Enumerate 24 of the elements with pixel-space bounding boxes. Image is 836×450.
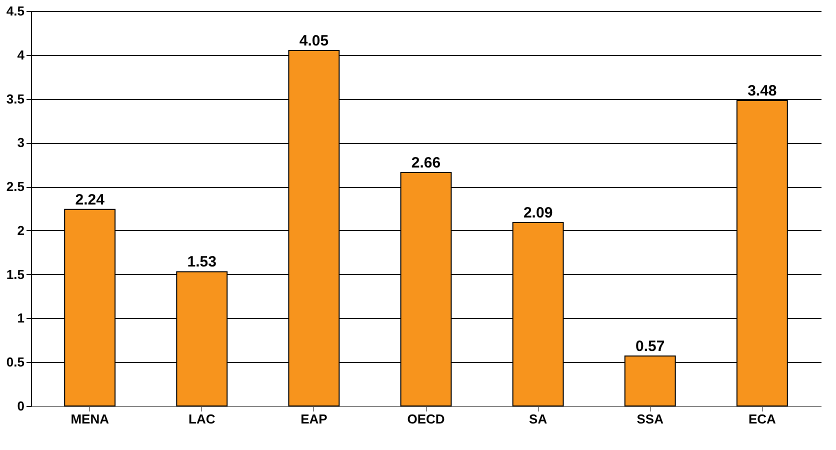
x-tick-label: SSA — [636, 412, 664, 426]
data-label: 0.57 — [636, 338, 665, 355]
data-label: 2.09 — [523, 204, 553, 222]
y-tick-label: 2 — [17, 222, 24, 238]
data-label: 3.48 — [748, 82, 777, 100]
y-tick-label: 3.5 — [6, 91, 24, 106]
x-tick-label: SA — [529, 412, 548, 426]
y-tick-label: 1.5 — [6, 266, 24, 282]
y-tick-label: 4.5 — [6, 4, 24, 18]
y-tick-label: 0 — [17, 398, 24, 414]
x-tick-label: MENA — [70, 412, 110, 426]
x-tick-label: OECD — [407, 412, 445, 426]
y-tick-label: 2.5 — [6, 179, 24, 194]
y-tick-label: 1 — [17, 310, 24, 326]
data-label: 4.05 — [299, 32, 329, 50]
x-tick-label: LAC — [188, 412, 216, 426]
x-tick-label: ECA — [748, 412, 777, 426]
y-tick-label: 4 — [17, 47, 26, 62]
y-tick-label: 0.5 — [6, 354, 24, 370]
data-label: 2.24 — [75, 191, 106, 208]
x-tick-label: EAP — [300, 412, 328, 426]
data-label: 1.53 — [187, 254, 216, 271]
y-tick-label: 3 — [17, 135, 24, 150]
data-label: 2.66 — [411, 154, 441, 172]
